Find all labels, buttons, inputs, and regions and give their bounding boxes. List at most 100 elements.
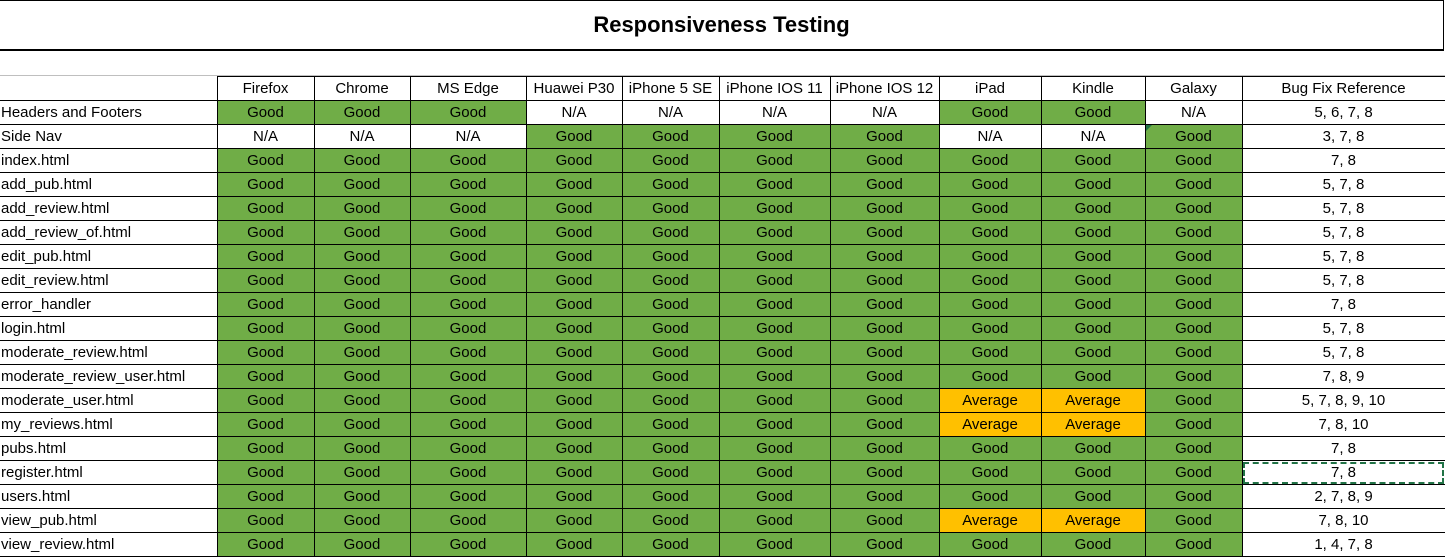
status-cell[interactable]: Good bbox=[313, 268, 411, 293]
status-cell[interactable]: Good bbox=[525, 460, 623, 485]
bug-fix-reference-cell[interactable]: 7, 8, 10 bbox=[1241, 508, 1445, 533]
status-cell[interactable]: Good bbox=[829, 532, 940, 557]
column-header[interactable]: Galaxy bbox=[1144, 76, 1243, 101]
status-cell[interactable]: Good bbox=[938, 268, 1042, 293]
status-cell[interactable]: Good bbox=[718, 172, 831, 197]
status-cell[interactable]: Good bbox=[313, 508, 411, 533]
row-label[interactable]: view_review.html bbox=[0, 532, 218, 557]
status-cell[interactable]: Good bbox=[718, 148, 831, 173]
status-cell[interactable]: Good bbox=[829, 316, 940, 341]
status-cell[interactable]: Good bbox=[216, 460, 315, 485]
status-cell[interactable]: N/A bbox=[1040, 124, 1146, 149]
row-label[interactable]: login.html bbox=[0, 316, 218, 341]
status-cell[interactable]: Good bbox=[938, 100, 1042, 125]
status-cell[interactable]: Good bbox=[621, 268, 720, 293]
status-cell[interactable]: Good bbox=[216, 172, 315, 197]
status-cell[interactable]: Good bbox=[1040, 460, 1146, 485]
status-cell[interactable]: Good bbox=[1144, 172, 1243, 197]
bug-fix-reference-cell[interactable]: 5, 7, 8 bbox=[1241, 340, 1445, 365]
status-cell[interactable]: Good bbox=[938, 436, 1042, 461]
status-cell[interactable]: Good bbox=[718, 196, 831, 221]
status-cell[interactable]: Good bbox=[313, 172, 411, 197]
status-cell[interactable]: Good bbox=[829, 172, 940, 197]
status-cell[interactable]: Good bbox=[409, 172, 527, 197]
status-cell[interactable]: Good bbox=[525, 124, 623, 149]
status-cell[interactable]: Good bbox=[313, 436, 411, 461]
status-cell[interactable]: Good bbox=[829, 412, 940, 437]
status-cell[interactable]: Good bbox=[525, 172, 623, 197]
status-cell[interactable]: Good bbox=[216, 340, 315, 365]
row-label[interactable]: my_reviews.html bbox=[0, 412, 218, 437]
status-cell[interactable]: Good bbox=[313, 292, 411, 317]
status-cell[interactable]: Good bbox=[1144, 364, 1243, 389]
status-cell[interactable]: Good bbox=[1040, 484, 1146, 509]
status-cell[interactable]: Good bbox=[829, 460, 940, 485]
status-cell[interactable]: Good bbox=[718, 340, 831, 365]
status-cell[interactable]: Good bbox=[216, 292, 315, 317]
status-cell[interactable]: Good bbox=[829, 484, 940, 509]
row-label[interactable]: register.html bbox=[0, 460, 218, 485]
status-cell[interactable]: Good bbox=[829, 388, 940, 413]
row-label[interactable]: add_pub.html bbox=[0, 172, 218, 197]
status-cell[interactable]: Good bbox=[621, 124, 720, 149]
row-label[interactable]: index.html bbox=[0, 148, 218, 173]
status-cell[interactable]: Good bbox=[718, 292, 831, 317]
status-cell[interactable]: Good bbox=[525, 388, 623, 413]
status-cell[interactable]: Good bbox=[216, 316, 315, 341]
status-cell[interactable]: Good bbox=[525, 508, 623, 533]
status-cell[interactable]: Good bbox=[216, 412, 315, 437]
status-cell[interactable]: Good bbox=[1144, 148, 1243, 173]
status-cell[interactable]: Good bbox=[1040, 148, 1146, 173]
corner-cell[interactable] bbox=[0, 76, 218, 101]
status-cell[interactable]: Good bbox=[409, 292, 527, 317]
status-cell[interactable]: Good bbox=[718, 316, 831, 341]
row-label[interactable]: moderate_user.html bbox=[0, 388, 218, 413]
status-cell[interactable]: Good bbox=[216, 364, 315, 389]
status-cell[interactable]: Good bbox=[216, 484, 315, 509]
column-header[interactable]: iPhone IOS 11 bbox=[718, 76, 831, 101]
status-cell[interactable]: Good bbox=[1040, 532, 1146, 557]
status-cell[interactable]: N/A bbox=[216, 124, 315, 149]
row-label[interactable]: view_pub.html bbox=[0, 508, 218, 533]
status-cell[interactable]: Good bbox=[621, 364, 720, 389]
status-cell[interactable]: N/A bbox=[1144, 100, 1243, 125]
status-cell[interactable]: Good bbox=[829, 292, 940, 317]
status-cell[interactable]: Good bbox=[216, 532, 315, 557]
status-cell[interactable]: Good bbox=[216, 436, 315, 461]
status-cell[interactable]: Good bbox=[938, 316, 1042, 341]
row-label[interactable]: pubs.html bbox=[0, 436, 218, 461]
status-cell[interactable]: Good bbox=[409, 244, 527, 269]
status-cell[interactable]: Good bbox=[1144, 532, 1243, 557]
status-cell[interactable]: Good bbox=[621, 412, 720, 437]
status-cell[interactable]: Good bbox=[409, 316, 527, 341]
status-cell[interactable]: Good bbox=[313, 196, 411, 221]
status-cell[interactable]: Good bbox=[718, 388, 831, 413]
status-cell[interactable]: Good bbox=[718, 436, 831, 461]
bug-fix-reference-cell[interactable]: 7, 8, 9 bbox=[1241, 364, 1445, 389]
status-cell[interactable]: Good bbox=[1040, 316, 1146, 341]
bug-fix-reference-cell[interactable]: 2, 7, 8, 9 bbox=[1241, 484, 1445, 509]
status-cell[interactable]: Good bbox=[718, 412, 831, 437]
status-cell[interactable]: Good bbox=[1144, 292, 1243, 317]
status-cell[interactable]: Good bbox=[1040, 436, 1146, 461]
status-cell[interactable]: Good bbox=[829, 268, 940, 293]
bug-fix-reference-cell[interactable]: 7, 8 bbox=[1241, 148, 1445, 173]
status-cell[interactable]: Good bbox=[313, 364, 411, 389]
status-cell[interactable]: Good bbox=[621, 148, 720, 173]
status-cell[interactable]: Good bbox=[313, 220, 411, 245]
status-cell[interactable]: N/A bbox=[313, 124, 411, 149]
status-cell[interactable]: Good bbox=[409, 412, 527, 437]
status-cell[interactable]: Good bbox=[409, 532, 527, 557]
bug-fix-reference-cell[interactable]: 7, 8 bbox=[1241, 460, 1445, 485]
row-label[interactable]: users.html bbox=[0, 484, 218, 509]
status-cell[interactable]: Good bbox=[216, 220, 315, 245]
status-cell[interactable]: Good bbox=[938, 148, 1042, 173]
status-cell[interactable]: Good bbox=[621, 172, 720, 197]
status-cell[interactable]: Good bbox=[621, 388, 720, 413]
status-cell[interactable]: Good bbox=[938, 220, 1042, 245]
status-cell[interactable]: Average bbox=[1040, 508, 1146, 533]
status-cell[interactable]: Good bbox=[216, 196, 315, 221]
status-cell[interactable]: Good bbox=[409, 340, 527, 365]
status-cell[interactable]: Good bbox=[829, 340, 940, 365]
status-cell[interactable]: Good bbox=[621, 460, 720, 485]
